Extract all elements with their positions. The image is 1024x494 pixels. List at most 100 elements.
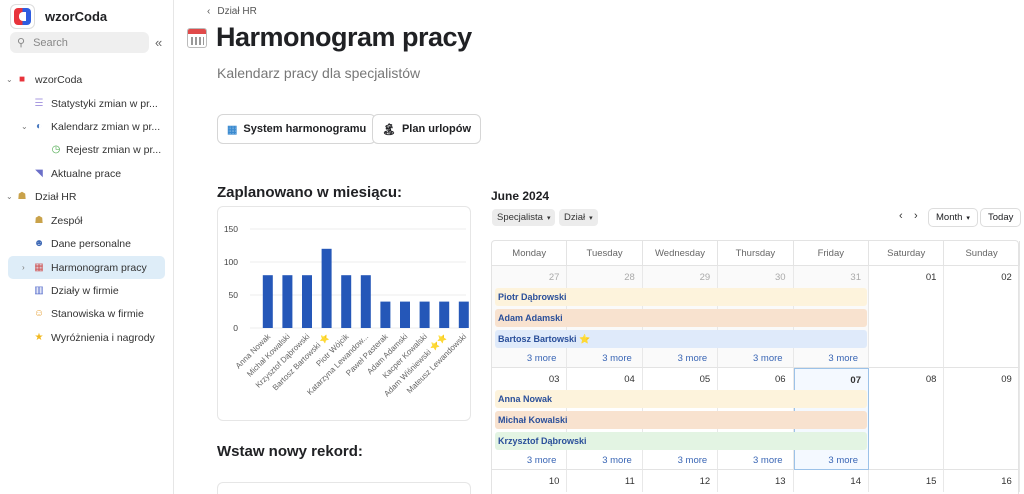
bar[interactable] (302, 275, 312, 328)
sidebar-item[interactable]: ◥ Aktualne prace (8, 162, 165, 185)
page-subtitle: Kalendarz pracy dla specjalistów (217, 65, 421, 81)
date-number: 31 (850, 272, 861, 283)
sidebar-item[interactable]: ☻ Dane personalne (8, 232, 165, 255)
sidebar-item-label: Zespół (51, 214, 83, 227)
sidebar-item[interactable]: ⌄ ☗ Dział HR (6, 185, 165, 208)
sidebar-item[interactable]: ▥ Działy w firmie (8, 279, 165, 302)
date-number: 27 (548, 272, 560, 283)
system-harmonogramu-button[interactable]: ▦ System harmonogramu (217, 114, 377, 144)
bar[interactable] (321, 248, 332, 328)
filter-label: Dział (564, 212, 586, 223)
toggle-icon: ◐ (35, 120, 43, 132)
bar[interactable] (400, 301, 410, 328)
view-select[interactable]: Month ▾ (928, 208, 978, 227)
more-link[interactable]: 3 more (677, 455, 708, 466)
today-button[interactable]: Today (980, 208, 1022, 227)
breadcrumb[interactable]: ‹ Dział HR (207, 6, 257, 17)
sidebar-item[interactable]: ★ Wyróżnienia i nagrody (8, 326, 165, 349)
day-cell[interactable]: 16 (944, 470, 1020, 492)
breadcrumb-link[interactable]: Dział HR (217, 6, 257, 17)
search-placeholder: Search (33, 36, 68, 49)
bar[interactable] (380, 301, 391, 328)
more-link[interactable]: 3 more (828, 455, 858, 466)
bar[interactable] (360, 275, 371, 328)
more-link[interactable]: 3 more (828, 353, 858, 364)
sidebar-item-label: Wyróżnienia i nagrody (51, 331, 155, 344)
sidebar-item[interactable]: ☰ Statystyki zmian w pr... (8, 92, 165, 115)
chevron-down-icon[interactable]: ⌄ (21, 122, 28, 131)
sidebar-item[interactable]: ☗ Zespół (8, 209, 165, 232)
search-input[interactable]: ⚲ Search (10, 32, 149, 53)
day-cell[interactable]: 14 (794, 470, 869, 492)
event-bar[interactable]: Adam Adamski (495, 309, 867, 327)
chart-heading: Zaplanowano w miesiącu: (217, 184, 403, 201)
event-bar[interactable]: Michał Kowalski (495, 411, 867, 429)
day-cell[interactable]: 12 (643, 470, 719, 492)
collapse-sidebar-icon[interactable]: « (155, 35, 163, 50)
bar[interactable] (458, 301, 469, 328)
sidebar-item-label: Kalendarz zmian w pr... (51, 120, 161, 133)
page-title: Harmonogram pracy (216, 22, 472, 52)
chevron-down-icon[interactable]: ⌄ (6, 75, 13, 84)
day-cell[interactable]: 13 (718, 470, 794, 492)
event-bar[interactable]: Bartosz Bartowski ⭐ (495, 330, 867, 348)
date-number: 30 (775, 272, 786, 283)
day-cell[interactable]: 09 (944, 368, 1020, 470)
more-link[interactable]: 3 more (677, 353, 708, 364)
date-number: 11 (624, 476, 635, 487)
app-logo (10, 4, 35, 29)
sidebar-item[interactable]: ⌄ ◐ Kalendarz zmian w pr... (8, 115, 165, 138)
more-link[interactable]: 3 more (753, 353, 783, 364)
form-card (217, 482, 471, 494)
date-number: 13 (775, 476, 786, 487)
sidebar-item[interactable]: › ▦ Harmonogram pracy (8, 256, 165, 279)
more-link[interactable]: 3 more (526, 353, 557, 364)
date-number: 29 (699, 272, 711, 283)
view-label: Month (936, 212, 963, 223)
bar[interactable] (341, 275, 352, 328)
day-cell[interactable]: 10 (492, 470, 568, 492)
event-bar[interactable]: Anna Nowak (495, 390, 867, 408)
event-bar[interactable]: Piotr Dąbrowski (495, 288, 867, 306)
sidebar-item[interactable]: ☺ Stanowiska w firmie (8, 302, 165, 325)
more-link[interactable]: 3 more (526, 455, 557, 466)
chevron-down-icon[interactable]: ⌄ (6, 192, 13, 201)
filter-dzial[interactable]: Dział ▾ (559, 209, 598, 226)
button-label: Plan urlopów (401, 123, 472, 135)
next-month-button[interactable]: › (914, 210, 918, 222)
plan-urlopow-button[interactable]: 🏝 Plan urlopów (372, 114, 482, 144)
more-link[interactable]: 3 more (602, 353, 632, 364)
day-header: Friday (793, 241, 869, 266)
chevron-right-icon[interactable]: › (22, 263, 25, 272)
more-link[interactable]: 3 more (602, 455, 632, 466)
bar[interactable] (262, 275, 273, 328)
day-cell[interactable]: 15 (869, 470, 945, 492)
date-number: 08 (925, 374, 937, 385)
bar[interactable] (419, 301, 430, 328)
bar[interactable] (282, 275, 293, 328)
date-number: 04 (624, 374, 635, 385)
more-link[interactable]: 3 more (753, 455, 783, 466)
face-icon: ☺ (33, 307, 45, 319)
day-cell[interactable]: 11 (567, 470, 643, 492)
day-cell[interactable]: 08 (869, 368, 945, 470)
person-icon: ☻ (33, 237, 45, 249)
date-number: 12 (699, 476, 711, 487)
y-tick-label: 50 (229, 290, 239, 300)
prev-month-button[interactable]: ‹ (899, 210, 903, 222)
app-header[interactable]: wzorCoda (10, 4, 107, 29)
event-bar[interactable]: Krzysztof Dąbrowski (495, 432, 867, 450)
sidebar-item[interactable]: ◷ Rejestr zmian w pr... (8, 138, 165, 161)
sidebar-item-label: Dane personalne (51, 237, 131, 250)
filter-specjalista[interactable]: Specjalista ▾ (492, 209, 556, 226)
day-header: Monday (492, 241, 568, 266)
sidebar-item[interactable]: ⌄ ■ wzorCoda (6, 68, 165, 91)
day-cell[interactable]: 02 (944, 266, 1020, 368)
filter-label: Specjalista (497, 212, 543, 223)
calendar-icon (187, 28, 207, 48)
day-cell[interactable]: 01 (869, 266, 945, 368)
team-icon: ☗ (17, 190, 27, 202)
chart-card: 0 50 100 150 Anna Nowak Michał Kowalski Krzysz… (217, 206, 471, 421)
bar[interactable] (439, 301, 450, 328)
day-header: Sunday (944, 241, 1020, 266)
